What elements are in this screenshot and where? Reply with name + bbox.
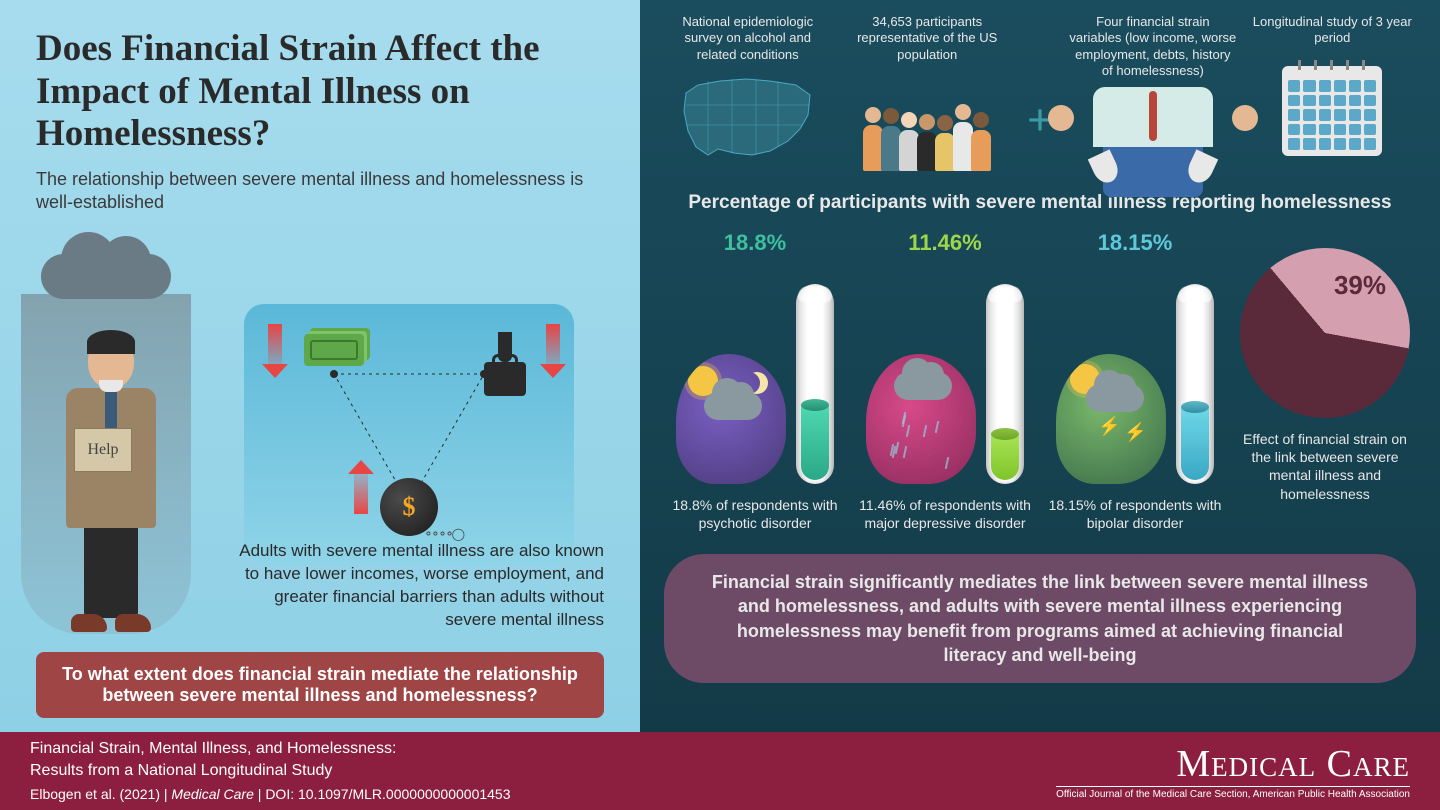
mood-head-icon: ⚡⚡: [1056, 354, 1166, 484]
percentage-label: 11.46%: [908, 230, 981, 256]
subtitle: The relationship between severe mental i…: [36, 168, 604, 215]
fill-tube: [1176, 284, 1214, 484]
right-panel: National epidemiologic survey on alcohol…: [640, 0, 1440, 732]
result-caption: 11.46% of respondents with major depress…: [854, 496, 1036, 532]
down-arrow-icon: [268, 324, 282, 368]
percentage-label: 18.8%: [724, 230, 786, 256]
financial-triangle: $⚬⚬⚬⚬◯: [244, 304, 574, 564]
us-map-icon: [678, 71, 818, 161]
journal-brand: Medical Care Official Journal of the Med…: [1056, 742, 1410, 800]
study-participants: 34,653 participants representative of th…: [843, 14, 1010, 171]
pie-caption: Effect of financial strain on the link b…: [1235, 430, 1415, 503]
methodology-row: National epidemiologic survey on alcohol…: [664, 14, 1416, 184]
mood-head-icon: [676, 354, 786, 484]
result-item: 11.46% 11.46% of respondents with major d…: [854, 230, 1036, 532]
main-title: Does Financial Strain Affect the Impact …: [36, 28, 604, 156]
citation: Financial Strain, Mental Illness, and Ho…: [30, 738, 511, 804]
empty-pockets-icon: [1078, 87, 1228, 197]
conclusion-box: Financial strain significantly mediates …: [664, 554, 1416, 683]
cash-icon: [304, 334, 364, 366]
fill-tube: [986, 284, 1024, 484]
footer: Financial Strain, Mental Illness, and Ho…: [0, 732, 1440, 810]
briefcase-icon: [484, 332, 526, 396]
result-caption: 18.15% of respondents with bipolar disor…: [1044, 496, 1226, 532]
pie-chart: 39%: [1240, 248, 1410, 418]
pie-result: 39% Effect of financial strain on the li…: [1234, 230, 1416, 503]
result-item: 18.8% 18.8% of respondents with psychotic…: [664, 230, 846, 532]
study-variables: Four financial strain variables (low inc…: [1069, 14, 1236, 197]
study-subtitle-footer: Results from a National Longitudinal Stu…: [30, 760, 511, 782]
study-longitudinal: Longitudinal study of 3 year period: [1249, 14, 1416, 156]
fill-tube: [796, 284, 834, 484]
percentage-label: 18.15%: [1098, 230, 1173, 256]
down-arrow-icon: [546, 324, 560, 368]
raincloud-icon: [41, 254, 171, 299]
debt-ball-icon: $⚬⚬⚬⚬◯: [380, 478, 438, 536]
results-title: Percentage of participants with severe m…: [664, 192, 1416, 214]
context-text: Adults with severe mental illness are al…: [224, 540, 604, 632]
result-caption: 18.8% of respondents with psychotic diso…: [664, 496, 846, 532]
study-survey: National epidemiologic survey on alcohol…: [664, 14, 831, 161]
up-arrow-icon: [354, 470, 368, 514]
study-title-footer: Financial Strain, Mental Illness, and Ho…: [30, 738, 511, 760]
help-sign: Help: [74, 428, 132, 472]
mood-head-icon: [866, 354, 976, 484]
left-panel: Does Financial Strain Affect the Impact …: [0, 0, 640, 732]
research-question: To what extent does financial strain med…: [36, 652, 604, 718]
pie-value-label: 39%: [1334, 270, 1386, 301]
results-row: 18.8% 18.8% of respondents with psychotic…: [664, 230, 1416, 550]
people-group-icon: [857, 71, 997, 171]
calendar-icon: [1282, 66, 1382, 156]
result-item: 18.15% ⚡⚡ 18.15% of respondents with bipol…: [1044, 230, 1226, 532]
